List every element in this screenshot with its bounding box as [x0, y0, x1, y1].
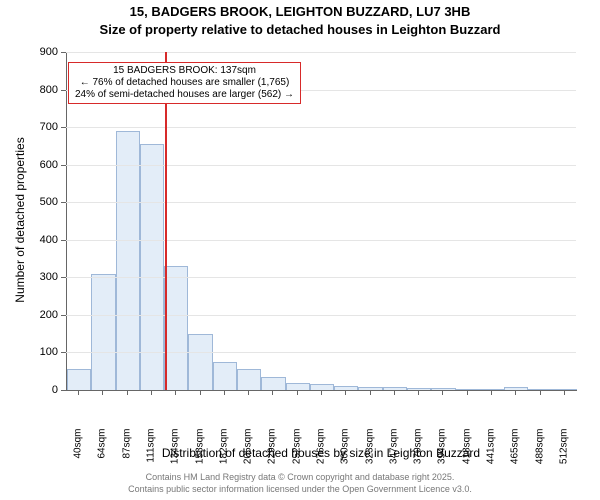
- xtick-label: 158sqm: [194, 429, 205, 479]
- annotation-box: 15 BADGERS BROOK: 137sqm← 76% of detache…: [68, 62, 301, 104]
- histogram-bar: [431, 388, 455, 390]
- gridline: [66, 127, 576, 128]
- xtick-label: 394sqm: [437, 429, 448, 479]
- xtick-mark: [175, 390, 176, 395]
- annotation-line1: 15 BADGERS BROOK: 137sqm: [75, 65, 294, 77]
- annotation-line3: 24% of semi-detached houses are larger (…: [75, 89, 294, 101]
- histogram-bar: [116, 131, 140, 390]
- ytick-mark: [61, 52, 66, 53]
- ytick-label: 600: [28, 159, 58, 171]
- ytick-mark: [61, 277, 66, 278]
- y-axis-label: Number of detached properties: [13, 51, 27, 389]
- xtick-label: 134sqm: [170, 429, 181, 479]
- xtick-label: 323sqm: [364, 429, 375, 479]
- gridline: [66, 52, 576, 53]
- xtick-label: 182sqm: [218, 429, 229, 479]
- gridline: [66, 240, 576, 241]
- histogram-bar: [237, 369, 261, 390]
- xtick-mark: [345, 390, 346, 395]
- ytick-label: 300: [28, 271, 58, 283]
- gridline: [66, 165, 576, 166]
- xtick-label: 276sqm: [316, 429, 327, 479]
- histogram-bar: [213, 362, 237, 390]
- chart-title-line1: 15, BADGERS BROOK, LEIGHTON BUZZARD, LU7…: [0, 4, 600, 19]
- xtick-mark: [515, 390, 516, 395]
- histogram-bar: [164, 266, 188, 390]
- xtick-mark: [442, 390, 443, 395]
- xtick-mark: [200, 390, 201, 395]
- ytick-mark: [61, 352, 66, 353]
- ytick-label: 0: [28, 384, 58, 396]
- xtick-label: 418sqm: [461, 429, 472, 479]
- xtick-label: 488sqm: [534, 429, 545, 479]
- xtick-label: 370sqm: [413, 429, 424, 479]
- ytick-label: 400: [28, 234, 58, 246]
- xtick-mark: [151, 390, 152, 395]
- xtick-label: 64sqm: [97, 429, 108, 479]
- xtick-label: 111sqm: [146, 429, 157, 479]
- histogram-bar: [188, 334, 212, 390]
- chart-title-line2: Size of property relative to detached ho…: [0, 22, 600, 37]
- histogram-bar: [286, 383, 310, 391]
- histogram-bar: [528, 389, 552, 390]
- ytick-mark: [61, 315, 66, 316]
- xtick-label: 87sqm: [121, 429, 132, 479]
- xtick-mark: [102, 390, 103, 395]
- xtick-mark: [272, 390, 273, 395]
- xtick-label: 229sqm: [267, 429, 278, 479]
- ytick-mark: [61, 127, 66, 128]
- ytick-label: 900: [28, 46, 58, 58]
- gridline: [66, 352, 576, 353]
- histogram-bar: [358, 387, 382, 390]
- histogram-bar: [456, 389, 480, 391]
- xtick-mark: [491, 390, 492, 395]
- xtick-mark: [78, 390, 79, 395]
- ytick-mark: [61, 202, 66, 203]
- xtick-mark: [370, 390, 371, 395]
- xtick-mark: [467, 390, 468, 395]
- histogram-bar: [334, 386, 358, 391]
- ytick-mark: [61, 90, 66, 91]
- xtick-mark: [418, 390, 419, 395]
- xtick-mark: [540, 390, 541, 395]
- xtick-label: 205sqm: [243, 429, 254, 479]
- gridline: [66, 277, 576, 278]
- histogram-bar: [504, 387, 528, 390]
- xtick-label: 347sqm: [388, 429, 399, 479]
- xtick-label: 512sqm: [558, 429, 569, 479]
- ytick-mark: [61, 240, 66, 241]
- gridline: [66, 315, 576, 316]
- xtick-mark: [127, 390, 128, 395]
- histogram-bar: [91, 274, 115, 390]
- histogram-bar: [407, 388, 431, 390]
- annotation-line2: ← 76% of detached houses are smaller (1,…: [75, 77, 294, 89]
- ytick-mark: [61, 390, 66, 391]
- xtick-mark: [564, 390, 565, 395]
- ytick-label: 200: [28, 309, 58, 321]
- ytick-label: 100: [28, 346, 58, 358]
- ytick-mark: [61, 165, 66, 166]
- xtick-label: 465sqm: [510, 429, 521, 479]
- xtick-mark: [248, 390, 249, 395]
- ytick-label: 500: [28, 196, 58, 208]
- xtick-label: 40sqm: [73, 429, 84, 479]
- histogram-bar: [67, 369, 91, 390]
- chart-container: 15, BADGERS BROOK, LEIGHTON BUZZARD, LU7…: [0, 0, 600, 500]
- ytick-label: 800: [28, 84, 58, 96]
- xtick-label: 252sqm: [291, 429, 302, 479]
- gridline: [66, 202, 576, 203]
- ytick-label: 700: [28, 121, 58, 133]
- xtick-mark: [224, 390, 225, 395]
- xtick-mark: [321, 390, 322, 395]
- xtick-mark: [297, 390, 298, 395]
- histogram-bar: [383, 387, 407, 390]
- xtick-mark: [394, 390, 395, 395]
- xtick-label: 300sqm: [340, 429, 351, 479]
- footer-line2: Contains public sector information licen…: [0, 484, 600, 494]
- xtick-label: 441sqm: [486, 429, 497, 479]
- histogram-bar: [553, 389, 577, 390]
- histogram-bar: [261, 377, 285, 390]
